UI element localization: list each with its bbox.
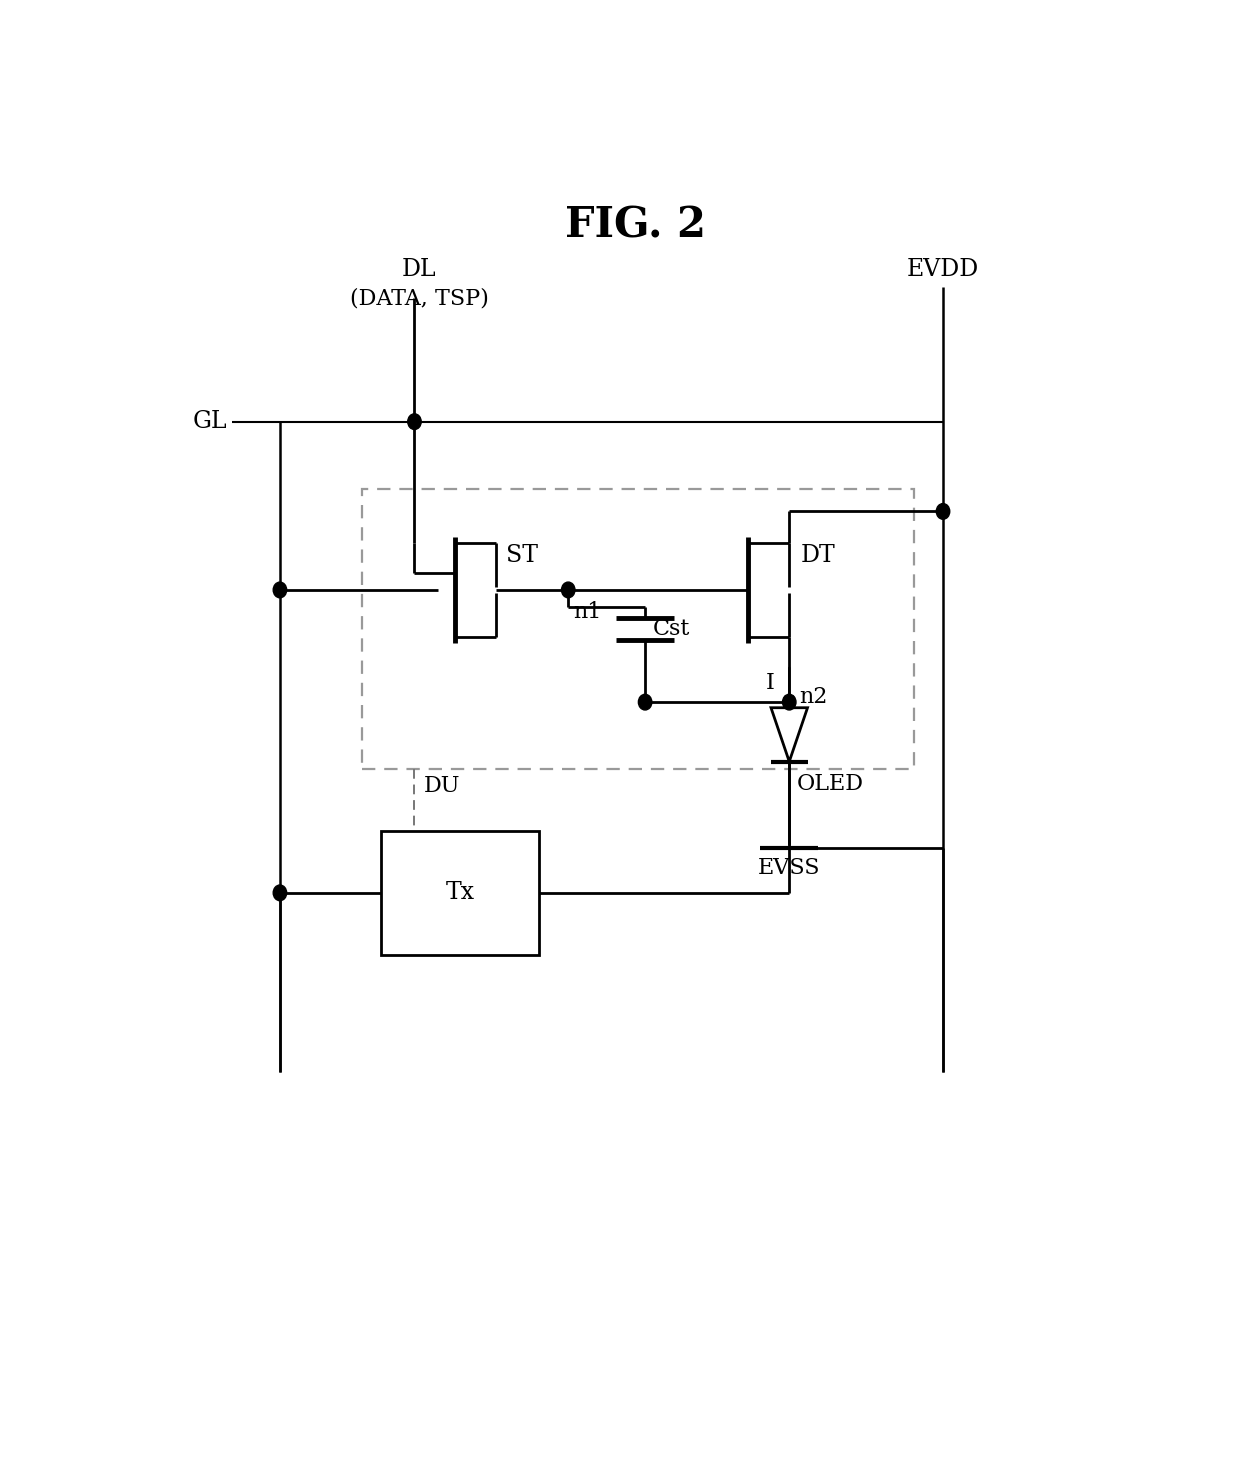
Text: DT: DT — [801, 543, 836, 567]
Circle shape — [936, 504, 950, 519]
Circle shape — [273, 583, 286, 597]
Text: EVSS: EVSS — [758, 857, 821, 879]
Text: EVDD: EVDD — [906, 258, 980, 281]
Circle shape — [273, 884, 286, 900]
Bar — [381, 830, 539, 954]
Circle shape — [562, 583, 575, 597]
Text: FIG. 2: FIG. 2 — [565, 204, 706, 246]
Text: DL: DL — [402, 258, 436, 281]
Text: (DATA, TSP): (DATA, TSP) — [350, 287, 489, 309]
Text: I: I — [766, 672, 775, 694]
Text: Cst: Cst — [652, 618, 691, 640]
Text: ST: ST — [506, 543, 538, 567]
Circle shape — [408, 414, 422, 430]
Circle shape — [782, 695, 796, 710]
Text: n2: n2 — [799, 686, 827, 708]
Text: n1: n1 — [573, 602, 601, 624]
Text: GL: GL — [192, 411, 227, 433]
Bar — [362, 490, 914, 769]
Text: Tx: Tx — [445, 881, 475, 905]
Text: DU: DU — [424, 775, 460, 797]
Text: OLED: OLED — [797, 772, 864, 796]
Circle shape — [639, 695, 652, 710]
